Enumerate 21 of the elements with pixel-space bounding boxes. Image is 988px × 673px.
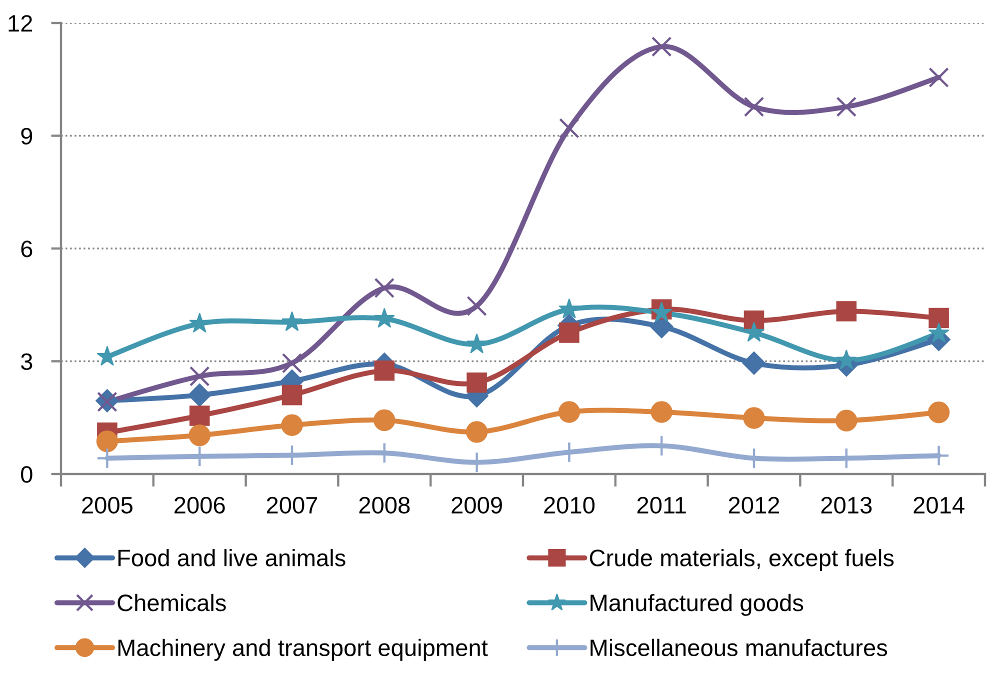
y-tick-label: 6 [21, 240, 32, 258]
legend-label: Machinery and transport equipment [118, 638, 488, 661]
legend-label: Manufactured goods [590, 594, 804, 616]
x-tick-label: 2006 [174, 496, 225, 514]
y-tick-label: 0 [21, 466, 32, 483]
legend-label: Chemicals [118, 594, 226, 612]
x-tick-label: 2013 [821, 496, 872, 514]
x-tick-label: 2007 [266, 496, 318, 514]
legend-label: Miscellaneous manufactures [590, 638, 888, 656]
x-tick-label: 2009 [452, 496, 502, 514]
x-tick-label: 2008 [359, 496, 410, 514]
x-tick-label: 2012 [728, 496, 780, 514]
y-tick-label: 9 [21, 128, 32, 145]
x-tick-label: 2005 [82, 496, 132, 514]
legend-label: Food and live animals [118, 549, 346, 566]
y-tick-label: 12 [8, 15, 32, 32]
x-tick-label: 2011 [637, 496, 686, 514]
x-tick-label: 2010 [544, 496, 595, 514]
legend-label: Crude materials, except fuels [590, 549, 894, 572]
y-tick-label: 3 [20, 353, 32, 370]
x-tick-label: 2014 [914, 496, 964, 514]
